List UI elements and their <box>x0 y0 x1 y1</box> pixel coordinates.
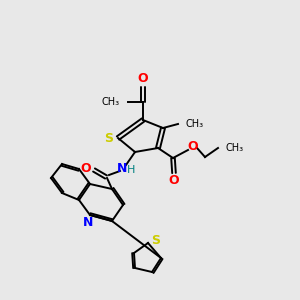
Text: O: O <box>169 175 179 188</box>
Text: CH₃: CH₃ <box>186 119 204 129</box>
Text: CH₃: CH₃ <box>225 143 243 153</box>
Text: H: H <box>127 165 135 175</box>
Text: O: O <box>138 73 148 85</box>
Text: S: S <box>104 131 113 145</box>
Text: N: N <box>83 215 93 229</box>
Text: O: O <box>188 140 198 154</box>
Text: O: O <box>81 163 91 176</box>
Text: N: N <box>117 161 127 175</box>
Text: S: S <box>152 233 160 247</box>
Text: CH₃: CH₃ <box>102 97 120 107</box>
